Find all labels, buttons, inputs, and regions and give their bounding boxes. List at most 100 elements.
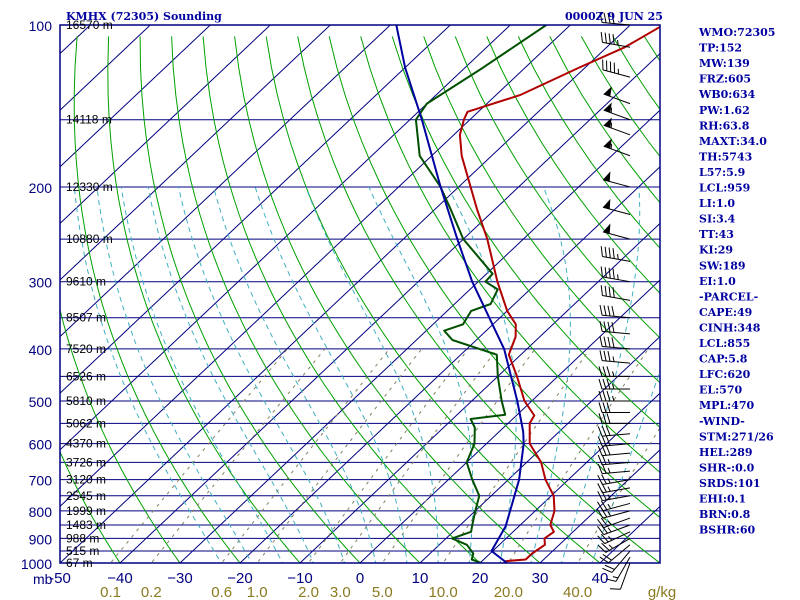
sounding-index: EHI:0.1 xyxy=(699,493,746,506)
wind-barb-feather xyxy=(597,525,605,535)
temperature-tick-label: 30 xyxy=(532,570,549,587)
sounding-index: -PARCEL- xyxy=(699,290,758,303)
wind-barb-staff xyxy=(603,124,631,136)
height-labels: 16570 m 14118 m 12330 m 10880 m 9610 m 8507 m… xyxy=(66,18,113,570)
dry-adiabat-line xyxy=(391,36,660,429)
wind-barb-staff xyxy=(608,544,631,564)
isobar-lines xyxy=(60,24,660,564)
sounding-index: MAXT:34.0 xyxy=(699,135,767,148)
wind-barb-feather xyxy=(600,285,603,296)
wind-barb-feather xyxy=(597,454,603,465)
dry-adiabat-line xyxy=(297,36,660,563)
mixing-ratio-tick-label: 40.0 xyxy=(563,584,592,600)
height-label: 67 m xyxy=(66,556,93,570)
wind-barb-feather xyxy=(598,378,603,390)
wind-barb-feather xyxy=(599,304,603,316)
wind-barb-feather xyxy=(598,413,603,424)
wind-barb xyxy=(602,550,631,573)
wind-barb xyxy=(599,336,631,350)
mixing-ratio-lines xyxy=(109,348,660,563)
mixing-ratio-axis-labels: 0.1 0.2 0.6 1.0 2.0 3.0 5.0 10.0 20.0 40.0 g/kg xyxy=(100,584,676,600)
wind-barb-half-feather xyxy=(612,371,615,377)
wind-barb-feather xyxy=(602,554,612,561)
wind-barb-feather xyxy=(602,390,607,402)
temperature-tick-label: −20 xyxy=(227,570,252,587)
wind-barb xyxy=(598,378,630,390)
wind-barb-staff xyxy=(602,461,631,466)
wind-barb-staff xyxy=(602,470,631,475)
dry-adiabat-line xyxy=(517,36,660,249)
mixing-ratio-line xyxy=(150,348,326,563)
wind-barb-feather xyxy=(612,268,615,279)
sounding-index: EI:1.0 xyxy=(699,275,736,288)
mixing-ratio-tick-label: 1.0 xyxy=(247,584,268,600)
wind-barb-feather xyxy=(598,390,603,402)
dry-adiabat-line xyxy=(107,36,301,563)
wind-barb-feather xyxy=(606,390,611,402)
wind-barb-half-feather xyxy=(607,511,612,517)
mixing-ratio-line xyxy=(221,348,390,563)
wind-barb xyxy=(598,402,630,413)
wind-barb-staff xyxy=(602,206,631,215)
height-label: 10880 m xyxy=(66,232,113,246)
sounding-index: WB0:634 xyxy=(698,88,756,101)
sounding-profiles xyxy=(395,25,660,563)
wind-barb-half-feather xyxy=(617,39,619,46)
mixing-ratio-tick-label: 10.0 xyxy=(429,584,458,600)
dry-adiabat-line xyxy=(770,36,800,574)
sounding-index: MPL:470 xyxy=(699,399,755,412)
height-label: 5062 m xyxy=(66,416,106,430)
height-label: 4370 m xyxy=(66,437,106,451)
temperature-tick-label: 10 xyxy=(412,570,429,587)
sounding-index: SRDS:101 xyxy=(699,477,761,490)
wind-barb-feather xyxy=(607,305,611,317)
wind-barb-feather xyxy=(608,286,611,297)
wind-barb-feather xyxy=(597,544,607,553)
pressure-unit-label: mb xyxy=(33,571,53,587)
wind-barb-staff xyxy=(602,479,631,486)
pressure-tick-label: 300 xyxy=(29,275,53,291)
isotherm-line xyxy=(60,25,632,563)
wind-barb-feather xyxy=(600,500,608,510)
wind-barb-feather xyxy=(603,12,607,24)
sounding-index: SW:189 xyxy=(699,259,746,272)
wind-barb-half-feather xyxy=(612,576,619,579)
wind-barb-half-feather xyxy=(607,520,612,526)
wind-barb-feather xyxy=(607,336,611,348)
wind-barb-feather xyxy=(605,445,611,456)
sounding-index: RH:63.8 xyxy=(699,119,750,132)
wind-barb xyxy=(597,474,631,486)
isotherm-line xyxy=(299,222,660,563)
wind-barb-half-feather xyxy=(607,503,612,509)
wind-barb-feather xyxy=(601,454,607,465)
wind-barb-feather xyxy=(606,366,611,377)
wind-barb xyxy=(599,350,631,364)
wind-barb-staff xyxy=(602,443,631,447)
dry-adiabat-line xyxy=(454,36,660,339)
sounding-index: LCL:959 xyxy=(699,182,750,195)
wind-barb-feather xyxy=(600,517,608,527)
wind-barb-feather xyxy=(600,246,603,257)
wind-barb-feather xyxy=(599,321,603,332)
wind-barb-staff xyxy=(602,295,631,301)
wind-barb-feather xyxy=(602,402,607,413)
sounding-index: -WIND- xyxy=(699,415,745,428)
wind-barb-staff xyxy=(602,433,631,437)
wind-barb-feather xyxy=(608,267,611,279)
sounding-indices: WMO:72305 TP:152 MW:139 FRZ:605 WB0:634 PW:1.… xyxy=(698,26,775,537)
wind-barb-flag xyxy=(603,102,612,113)
isotherm-line xyxy=(60,25,392,338)
wind-barb-feather xyxy=(607,12,611,24)
height-label: 5810 m xyxy=(66,394,106,408)
wind-barb xyxy=(603,138,631,157)
wind-barb-feather xyxy=(599,12,603,23)
isotherm-line xyxy=(60,25,272,225)
dry-adiabat-line xyxy=(265,36,601,563)
wind-barb-staff xyxy=(602,231,631,240)
wind-barb-half-feather xyxy=(617,274,619,280)
wind-barb-staff xyxy=(602,314,631,319)
wind-barb xyxy=(597,435,631,447)
sounding-index: TT:43 xyxy=(699,228,734,241)
wind-barb-feather xyxy=(597,474,603,485)
wind-barb-flag xyxy=(602,198,611,210)
